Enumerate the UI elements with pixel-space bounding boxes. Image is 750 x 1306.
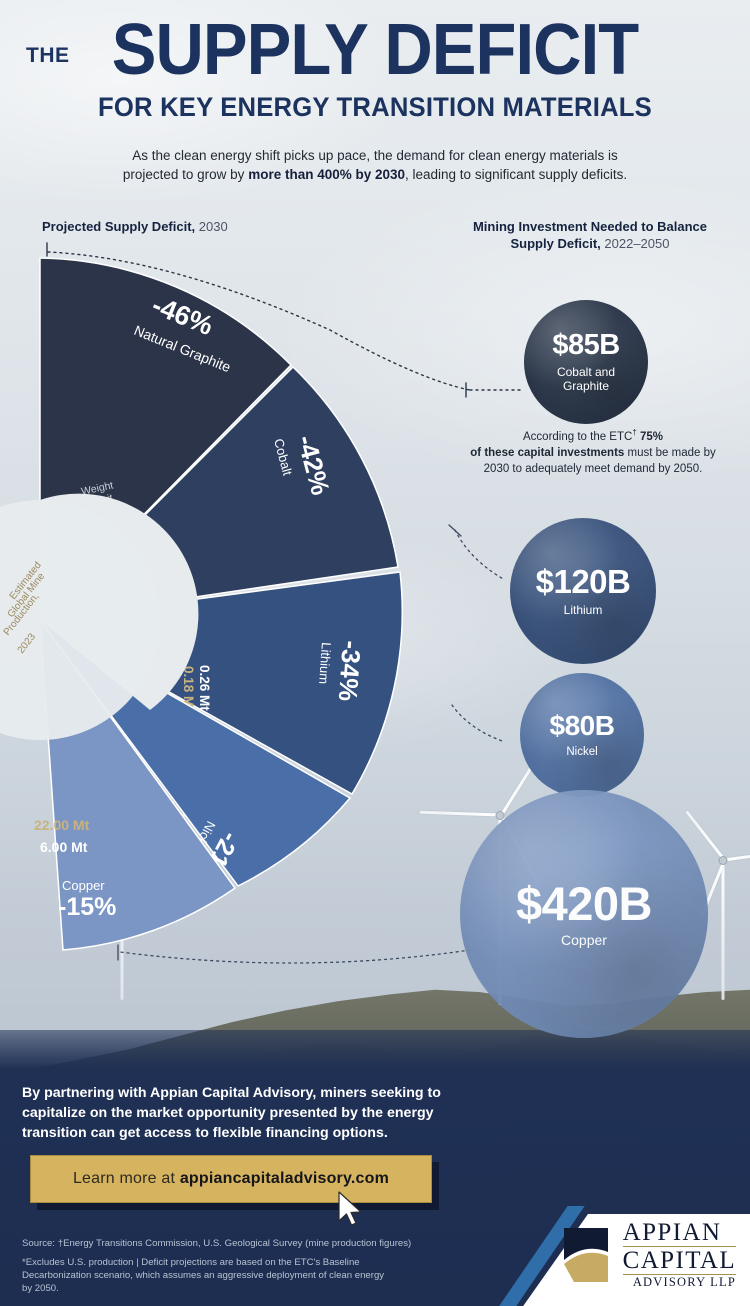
intro-text-bold: more than 400% by 2030 — [248, 167, 406, 182]
logo-line-advisory: ADVISORY LLP — [622, 1274, 736, 1290]
investment-amount-lithium: $120B — [535, 562, 631, 600]
investment-circle-lithium[interactable]: $120B Lithium — [510, 518, 656, 664]
appian-logo-text: APPIAN CAPITAL ADVISORY LLP — [622, 1219, 736, 1290]
etc-note-c: must be made by 2030 to adequately meet … — [483, 446, 716, 475]
page-header: THE SUPPLY DEFICIT FOR KEY ENERGY TRANSI… — [0, 0, 750, 184]
segment-pct-copper: -15% — [58, 893, 116, 921]
footer-note: *Excludes U.S. production | Deficit proj… — [22, 1257, 385, 1294]
learn-more-label: Learn more at appiancapitaladvisory.com — [73, 1170, 389, 1188]
investment-circle-cobalt-graphite[interactable]: $85B Cobalt and Graphite — [524, 300, 648, 424]
inv-label-l2: Graphite — [562, 378, 609, 393]
production-weight-copper: 22.00 Mt — [34, 817, 90, 833]
logo-line-appian: APPIAN — [622, 1219, 722, 1246]
deficit-weight-copper: 6.00 Mt — [40, 839, 88, 855]
appian-logo-mark — [560, 1226, 614, 1284]
mouse-cursor-icon — [338, 1191, 362, 1226]
investment-label-copper: Copper — [561, 931, 607, 948]
intro-text-b: , leading to significant supply deficits… — [405, 167, 628, 182]
right-heading-line2: Supply Deficit, — [510, 236, 601, 251]
page-subtitle: FOR KEY ENERGY TRANSITION MATERIALS — [98, 92, 652, 122]
page-title: SUPPLY DEFICIT — [111, 10, 639, 90]
segment-name-copper: Copper — [62, 878, 105, 893]
deficit-weight-lithium: 0.26 Mt — [197, 665, 212, 711]
left-heading-year: 2030 — [195, 219, 228, 234]
logo-line-capital: CAPITAL — [622, 1246, 736, 1274]
learn-more-button[interactable]: Learn more at appiancapitaladvisory.com — [30, 1155, 432, 1203]
investment-label-nickel: Nickel — [566, 745, 598, 758]
inv-label-l1: Cobalt and — [556, 365, 616, 380]
etc-note-b1: 75% — [636, 430, 663, 443]
etc-dagger: † — [632, 428, 637, 437]
etc-note: According to the ETC† 75% of these capita… — [468, 425, 718, 477]
segment-name-lithium: Lithium — [316, 642, 334, 685]
investment-amount-cobalt-graphite: $85B — [552, 329, 620, 362]
right-heading-years: 2022–2050 — [600, 236, 670, 251]
footer-source: Source: †Energy Transitions Commission, … — [22, 1238, 412, 1249]
supply-deficit-fan-chart: -46% Natural Graphite Weight of deficit … — [0, 250, 470, 970]
intro-text-a: As the clean energy shift picks up pace,… — [122, 148, 618, 182]
learn-more-url: appiancapitaladvisory.com — [179, 1170, 390, 1187]
investment-label-lithium: Lithium — [563, 602, 603, 617]
appian-capital-logo[interactable]: APPIAN CAPITAL ADVISORY LLP — [560, 1220, 736, 1290]
right-section-heading: Mining Investment Needed to Balance Supp… — [455, 218, 725, 252]
fan-chart-hub: Estimated Global Mine Production, 2023 — [0, 493, 199, 740]
investment-amount-copper: $420B — [516, 876, 653, 930]
cta-paragraph: By partnering with Appian Capital Adviso… — [22, 1085, 441, 1141]
investment-label-cobalt-graphite: Cobalt and Graphite — [556, 365, 616, 393]
intro-paragraph: As the clean energy shift picks up pace,… — [115, 146, 635, 184]
left-heading-bold: Projected Supply Deficit, — [42, 219, 196, 234]
right-heading-line1: Mining Investment Needed to Balance — [472, 219, 708, 234]
fan-chart-svg: -46% Natural Graphite Weight of deficit … — [0, 257, 403, 951]
investment-circle-nickel[interactable]: $80B Nickel — [520, 673, 644, 797]
learn-more-prefix: Learn more at — [72, 1170, 180, 1187]
investment-amount-nickel: $80B — [549, 709, 615, 741]
segment-pct-lithium: -34% — [333, 640, 367, 703]
etc-note-b2: of these capital investments — [470, 446, 625, 459]
left-section-heading: Projected Supply Deficit, 2030 — [42, 218, 228, 235]
title-eyebrow: THE — [26, 44, 70, 67]
connector-lines — [46, 242, 521, 964]
investment-circle-copper[interactable]: $420B Copper — [460, 790, 708, 1038]
etc-note-a: According to the ETC — [523, 430, 633, 443]
